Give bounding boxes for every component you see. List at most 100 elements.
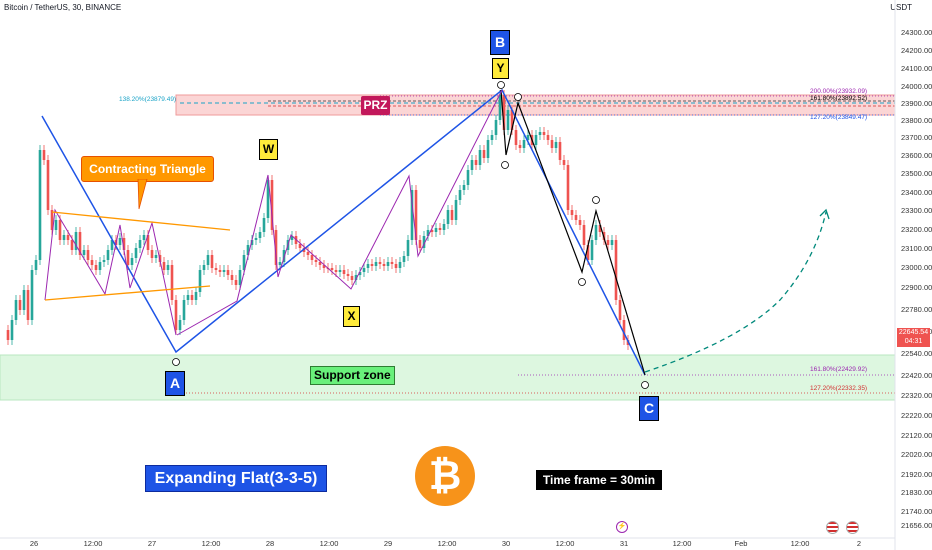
- candle-body: [206, 255, 210, 265]
- projection-arrowhead: [819, 208, 830, 220]
- candle-body: [10, 320, 14, 340]
- candle-body: [214, 268, 218, 270]
- x-tick-label: 12:00: [320, 539, 339, 548]
- wave-A-text: A: [169, 375, 181, 391]
- candle-body: [378, 262, 382, 264]
- candle-body: [610, 240, 614, 245]
- candle-body: [242, 255, 246, 270]
- candle-body: [390, 262, 394, 264]
- y-tick-label: 23100.00: [901, 244, 932, 253]
- candle-body: [606, 240, 610, 245]
- x-tick-label: 12:00: [556, 539, 575, 548]
- support-zone-label: Support zone: [310, 366, 395, 385]
- candle-body: [42, 150, 46, 160]
- candle-body: [354, 275, 358, 280]
- candle-body: [514, 130, 518, 145]
- wave-C-text: C: [643, 400, 655, 416]
- candle-body: [146, 235, 150, 250]
- y-tick-label: 23800.00: [901, 116, 932, 125]
- candle-body: [426, 230, 430, 236]
- bar-timer: 04:31: [904, 337, 923, 345]
- wave-Y-text: Y: [496, 61, 505, 75]
- wave-node-n3: [578, 278, 586, 286]
- candle-body: [306, 252, 310, 255]
- candle-body: [266, 180, 270, 218]
- candle-body: [542, 132, 546, 135]
- candle-body: [594, 225, 598, 240]
- wave-blue-line: [41, 88, 646, 376]
- candle-body: [318, 262, 322, 265]
- candle-body: [430, 230, 434, 232]
- candle-body: [614, 240, 618, 300]
- y-tick-label: 21920.00: [901, 470, 932, 479]
- candle-body: [446, 210, 450, 224]
- candle-body: [90, 260, 94, 265]
- candle-body: [590, 240, 594, 260]
- event-icon[interactable]: ⚡: [616, 521, 628, 533]
- x-tick-label: 27: [148, 539, 156, 548]
- candle-body: [250, 240, 254, 245]
- candle-body: [278, 262, 282, 265]
- wave-node-B-node: [497, 81, 505, 89]
- candle-body: [154, 255, 158, 258]
- candle-body: [178, 320, 182, 330]
- candle-body: [110, 240, 114, 250]
- prz-label: PRZ: [363, 98, 388, 112]
- x-tick-label: 12:00: [673, 539, 692, 548]
- candle-body: [570, 210, 574, 215]
- candle-body: [262, 218, 266, 232]
- candle-body: [490, 135, 494, 140]
- candle-body: [310, 255, 314, 260]
- candle-body: [26, 290, 30, 320]
- candle-body: [34, 260, 38, 270]
- candle-body: [274, 230, 278, 265]
- wave-X-label: X: [343, 306, 360, 327]
- candle-body: [382, 264, 386, 266]
- candle-body: [14, 300, 18, 320]
- wave-purple-line: [176, 89, 503, 336]
- wave-W-text: W: [262, 142, 275, 156]
- candle-body: [414, 190, 418, 240]
- candle-body: [86, 250, 90, 260]
- y-tick-label: 24100.00: [901, 64, 932, 73]
- candle-body: [470, 160, 474, 170]
- x-tick-label: 30: [502, 539, 510, 548]
- candle-body: [46, 160, 50, 210]
- x-tick-label: 12:00: [84, 539, 103, 548]
- candle-body: [138, 240, 142, 248]
- candle-body: [550, 140, 554, 148]
- us-flag-icon-2[interactable]: [846, 521, 859, 534]
- y-tick-label: 22120.00: [901, 431, 932, 440]
- x-tick-label: 12:00: [438, 539, 457, 548]
- us-flag-icon[interactable]: [826, 521, 839, 534]
- candle-body: [522, 140, 526, 148]
- candle-body: [182, 300, 186, 320]
- candle-body: [314, 260, 318, 262]
- candle-body: [370, 264, 374, 266]
- y-tick-label: 23000.00: [901, 263, 932, 272]
- candle-body: [474, 160, 478, 165]
- candle-body: [226, 270, 230, 275]
- candle-body: [342, 270, 346, 274]
- candle-body: [218, 270, 222, 272]
- candle-body: [174, 300, 178, 330]
- y-tick-label: 21830.00: [901, 488, 932, 497]
- candle-body: [118, 238, 122, 245]
- candle-body: [194, 292, 198, 300]
- candle-body: [338, 270, 342, 272]
- x-tick-label: 26: [30, 539, 38, 548]
- candle-body: [334, 270, 338, 272]
- timeframe-label: Time frame = 30min: [536, 470, 662, 490]
- x-tick-label: 31: [620, 539, 628, 548]
- projection-path: [644, 211, 827, 373]
- candle-body: [162, 262, 166, 270]
- candle-body: [434, 228, 438, 232]
- candle-body: [454, 200, 458, 220]
- triangle-callout: Contracting Triangle: [81, 156, 214, 182]
- y-tick-label: 22020.00: [901, 450, 932, 459]
- candle-body: [230, 275, 234, 280]
- prz-badge: PRZ: [361, 96, 390, 115]
- y-axis: 24300.00 24200.00 24100.00 24000.00 23900.00…: [901, 28, 932, 530]
